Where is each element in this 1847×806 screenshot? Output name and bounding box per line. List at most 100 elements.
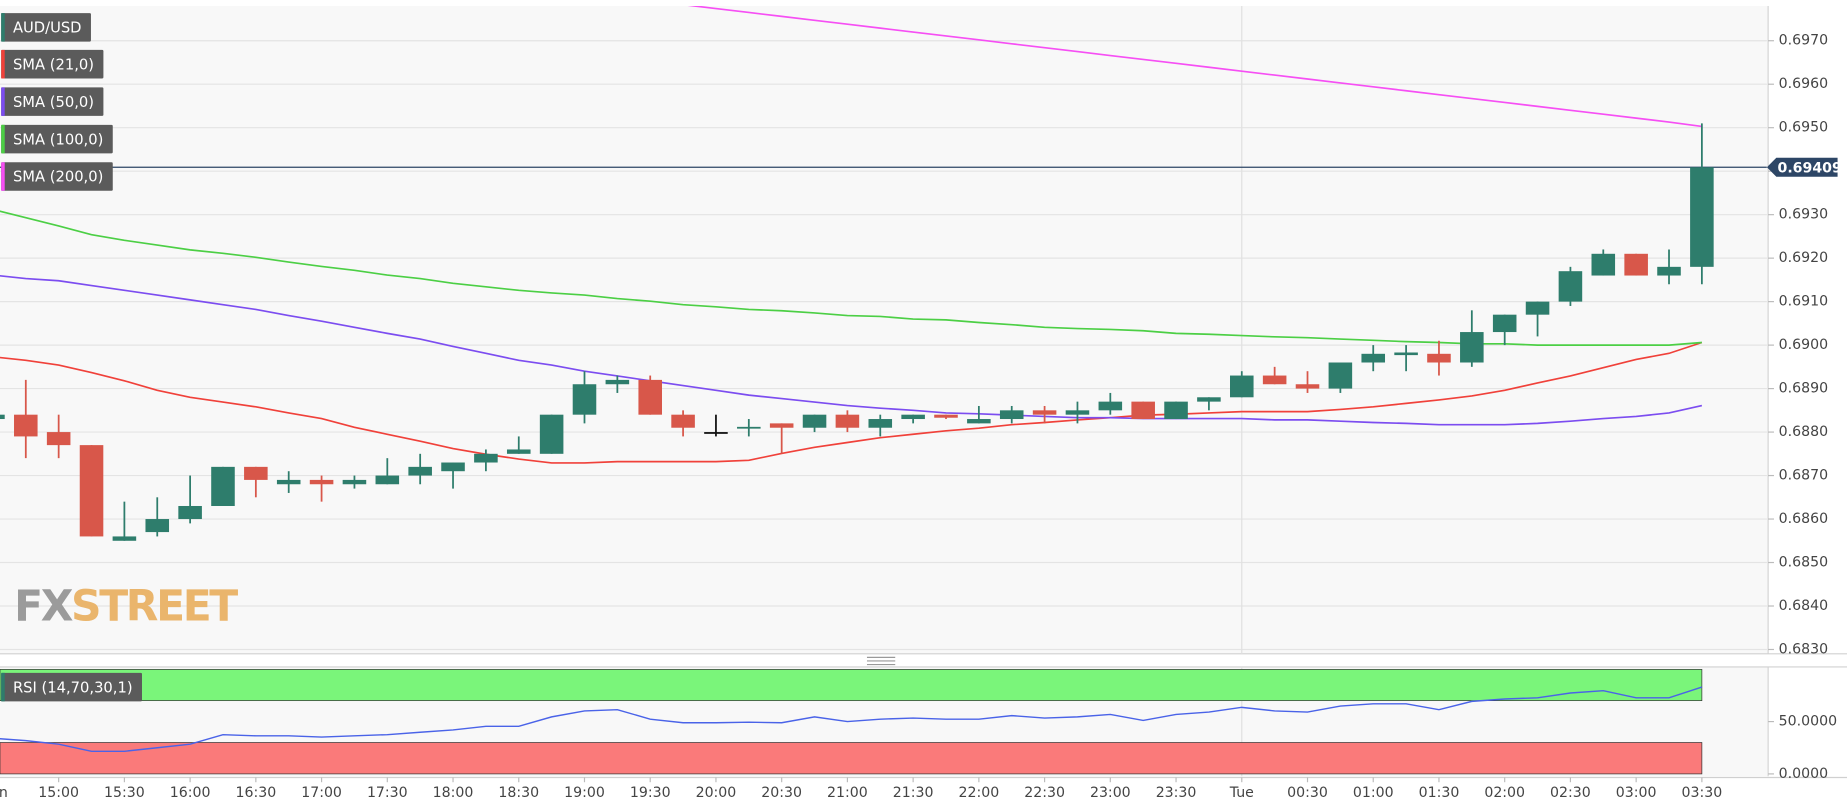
legend-label: SMA (50,0) [13, 94, 94, 111]
legend-item: RSI (14,70,30,1) [1, 672, 143, 702]
x-tick-label: 17:00 [301, 785, 342, 801]
y-tick-label: 0.6970 [1779, 33, 1828, 49]
candle-body [868, 419, 893, 428]
candle-body [276, 479, 301, 485]
resize-handle[interactable] [866, 656, 896, 666]
candle-body [342, 479, 367, 485]
candle-body [539, 414, 564, 454]
candle-body [605, 379, 630, 385]
candle-body [506, 449, 531, 454]
candle-body [1328, 362, 1353, 389]
candle-body [178, 505, 202, 520]
x-tick-label: 19:30 [630, 785, 671, 801]
y-tick-label: 0.6910 [1779, 294, 1828, 310]
y-tick-label: 0.6920 [1779, 250, 1828, 266]
candle-body [671, 414, 695, 428]
candle-body [1197, 397, 1221, 402]
candle-body [638, 379, 662, 415]
sma-line [0, 275, 1703, 426]
y-tick-label: 0.6880 [1779, 424, 1828, 440]
legend: AUD/USD SMA (21,0) SMA (50,0) SMA (100,0) SM… [1, 13, 143, 702]
candle-body [79, 445, 104, 537]
x-tick-label: Mon [0, 785, 8, 801]
candle-body [1492, 314, 1517, 333]
candle-body [375, 475, 400, 485]
watermark-fx: FX [14, 581, 72, 631]
sma-line [687, 5, 1702, 128]
rsi-plot [0, 686, 1703, 753]
legend-box [1, 13, 91, 42]
legend-swatch [1, 124, 5, 154]
rsi-zones [0, 669, 1703, 775]
x-tick-label: 18:00 [433, 785, 474, 801]
legend-label: SMA (200,0) [13, 169, 103, 186]
candle-body [967, 419, 991, 424]
y-tick-label: 0.6950 [1779, 120, 1828, 136]
legend-label: RSI (14,70,30,1) [13, 679, 133, 696]
candle-body [769, 423, 794, 428]
legend-swatch [1, 49, 5, 79]
x-tick-label: 00:30 [1287, 785, 1328, 801]
x-tick-label: 01:30 [1419, 785, 1460, 801]
plot-area [0, 5, 1767, 541]
x-tick-label: 01:00 [1353, 785, 1394, 801]
rsi-line [0, 686, 1703, 753]
y-tick-label: 0.6960 [1779, 76, 1828, 92]
candle-body [802, 414, 827, 428]
x-tick-label: 15:00 [38, 785, 79, 801]
watermark: FXSTREET [14, 581, 238, 631]
candle-body [901, 414, 925, 420]
y-tick-label: 0.6850 [1779, 554, 1828, 570]
legend-box [1, 87, 104, 116]
x-tick-label: 16:00 [170, 785, 211, 801]
y-tick-label: 0.6870 [1779, 468, 1828, 484]
rsi-tick-label: 0.0000 [1779, 766, 1828, 782]
x-tick-label: Tue [1229, 785, 1254, 801]
last-price-label: 0.69409 [1766, 157, 1842, 177]
oversold-zone [0, 742, 1703, 775]
x-tick-label: 17:30 [367, 785, 408, 801]
y-tick-label: 0.6930 [1779, 207, 1828, 223]
legend-item: SMA (21,0) [1, 49, 104, 79]
candle-body [1657, 266, 1681, 276]
x-tick-label: 16:30 [235, 785, 276, 801]
candle-body [737, 426, 761, 429]
candle-body [1394, 352, 1418, 356]
candle-body [999, 410, 1024, 420]
candle-body [0, 414, 5, 420]
x-tick-label: 03:00 [1616, 785, 1657, 801]
x-tick-label: 20:30 [761, 785, 802, 801]
x-tick-label: 02:30 [1550, 785, 1591, 801]
candle-body [1361, 353, 1386, 363]
legend-item: SMA (100,0) [1, 124, 113, 154]
legend-label: SMA (21,0) [13, 56, 94, 73]
candle-body [309, 479, 334, 485]
candle-body [441, 462, 465, 472]
legend-swatch [1, 13, 5, 42]
candle-body [1624, 253, 1648, 276]
x-tick-label: 20:00 [696, 785, 737, 801]
legend-swatch [1, 672, 5, 702]
candle-body [1427, 353, 1451, 363]
y-tick-label: 0.6840 [1779, 598, 1828, 614]
legend-box [1, 49, 104, 79]
candle-body [1558, 271, 1583, 302]
rsi-tick-label: 50.0000 [1779, 714, 1837, 730]
candle-body [1131, 401, 1155, 420]
legend-swatch [1, 162, 5, 191]
candle-body [1229, 375, 1254, 398]
last-price-text: 0.69409 [1778, 160, 1842, 176]
candle-body [1460, 332, 1484, 363]
candle-body [46, 432, 71, 446]
legend-item: SMA (50,0) [1, 87, 104, 116]
candle-body [211, 466, 235, 506]
candle-body [1525, 301, 1550, 315]
candle-body [244, 466, 268, 480]
x-tick-label: 22:00 [959, 785, 1000, 801]
last-price-box [1766, 157, 1838, 177]
x-tick-label: 21:30 [893, 785, 934, 801]
candle-body [934, 414, 958, 418]
x-tick-label: 23:30 [1156, 785, 1197, 801]
x-tick-label: 18:30 [498, 785, 539, 801]
